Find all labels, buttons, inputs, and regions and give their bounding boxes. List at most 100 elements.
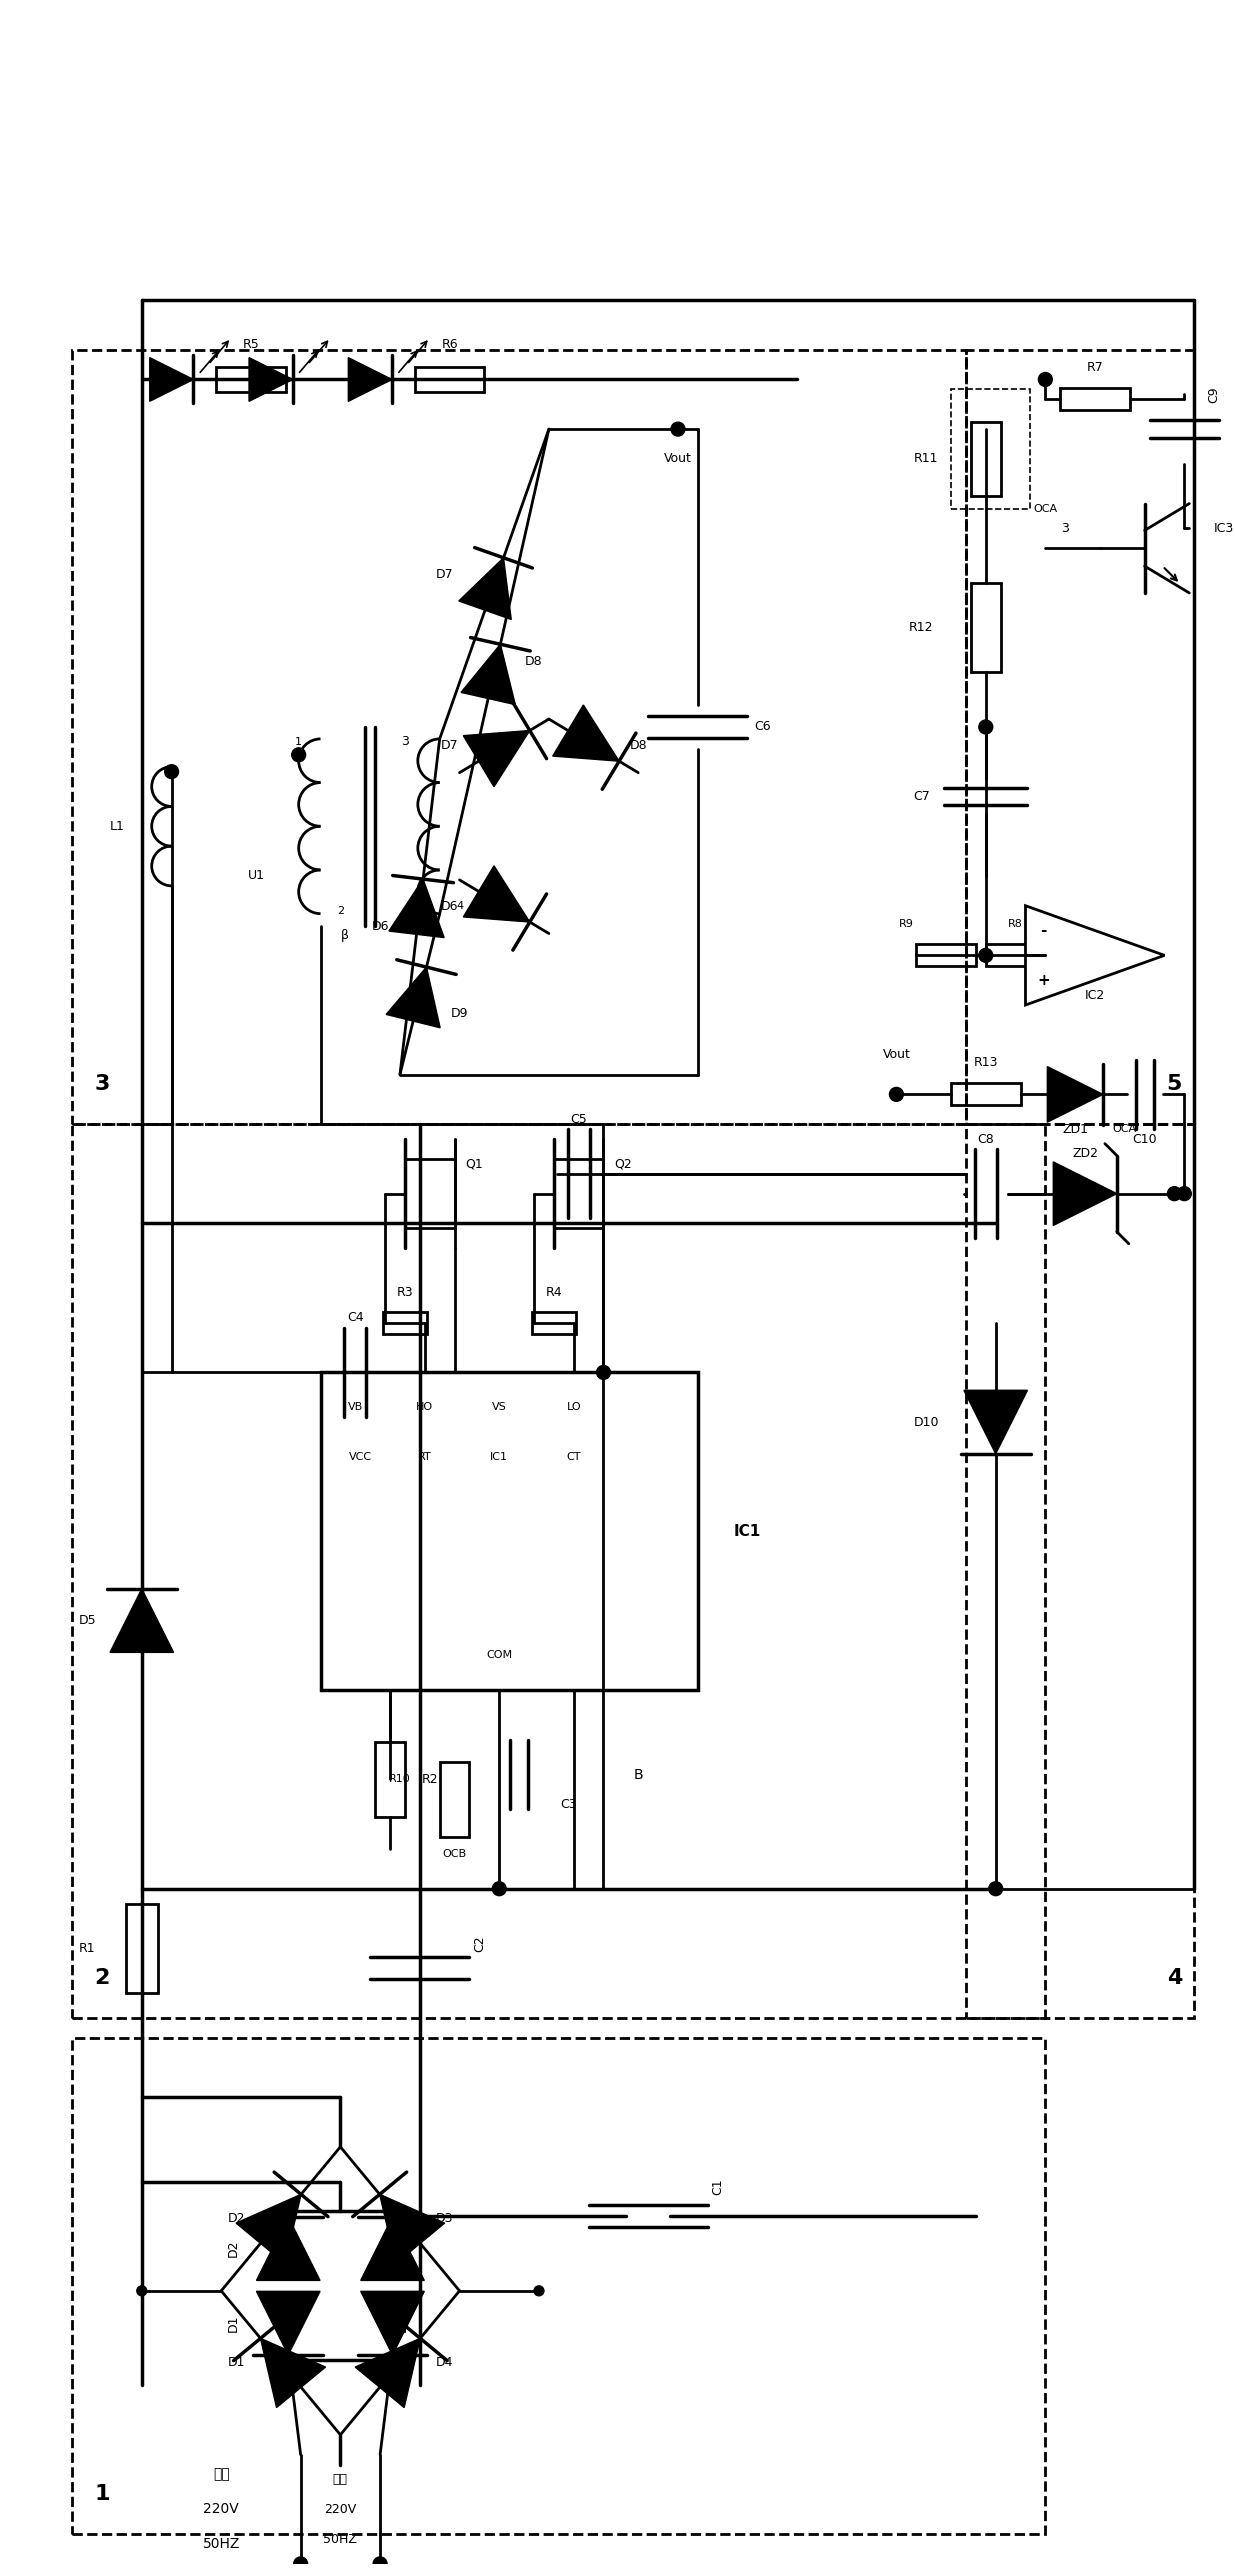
Bar <box>375 1742 405 1817</box>
Text: D8: D8 <box>630 738 647 751</box>
Polygon shape <box>236 2195 301 2264</box>
Circle shape <box>979 949 993 962</box>
Text: D10: D10 <box>914 1415 939 1428</box>
Text: C10: C10 <box>1132 1132 1157 1145</box>
Text: 220V: 220V <box>204 2504 240 2516</box>
Polygon shape <box>1025 906 1165 1006</box>
Bar <box>951 389 1030 509</box>
Text: 50HZ: 50HZ <box>324 2532 357 2545</box>
Text: D7: D7 <box>441 738 458 751</box>
Text: 1: 1 <box>295 736 303 746</box>
Text: 1: 1 <box>94 2486 110 2504</box>
Text: OCA: OCA <box>1034 504 1057 515</box>
Text: C1: C1 <box>711 2179 724 2195</box>
Text: HO: HO <box>416 1402 433 1413</box>
Circle shape <box>534 2285 543 2295</box>
Polygon shape <box>261 2339 326 2408</box>
Text: 4: 4 <box>1167 1968 1182 1989</box>
Text: Q2: Q2 <box>615 1158 632 1171</box>
Text: -: - <box>1040 924 1046 939</box>
Polygon shape <box>1047 1068 1103 1122</box>
Bar <box>126 1904 158 1994</box>
Text: 输入: 输入 <box>333 2473 348 2486</box>
Polygon shape <box>361 2293 425 2354</box>
Text: 输入: 输入 <box>212 2468 230 2480</box>
Polygon shape <box>249 358 293 401</box>
Text: Vout: Vout <box>883 1047 910 1060</box>
Text: C5: C5 <box>571 1112 587 1127</box>
Text: D2: D2 <box>227 2241 240 2257</box>
Polygon shape <box>553 705 619 762</box>
Text: D3: D3 <box>436 2213 453 2226</box>
Bar <box>1060 389 1130 409</box>
Text: R13: R13 <box>973 1055 998 1070</box>
Text: C7: C7 <box>913 790 930 803</box>
Text: D6: D6 <box>441 901 458 913</box>
Text: R10: R10 <box>389 1775 411 1786</box>
Text: D7: D7 <box>436 569 453 581</box>
Text: VS: VS <box>492 1402 506 1413</box>
Text: 3: 3 <box>1061 522 1070 535</box>
Polygon shape <box>387 967 440 1027</box>
Text: C3: C3 <box>561 1799 577 1811</box>
Text: C2: C2 <box>473 1935 485 1953</box>
Text: Vout: Vout <box>664 453 692 466</box>
Bar <box>951 1083 1020 1106</box>
Text: D4: D4 <box>396 2313 409 2331</box>
Polygon shape <box>459 558 511 620</box>
Text: 4: 4 <box>456 901 463 911</box>
Text: R9: R9 <box>899 919 914 929</box>
Text: R1: R1 <box>79 1943 95 1955</box>
Polygon shape <box>463 731 530 787</box>
Text: 3: 3 <box>94 1076 110 1094</box>
Text: LO: LO <box>567 1402 580 1413</box>
Text: R7: R7 <box>1087 360 1103 373</box>
Polygon shape <box>110 1590 174 1652</box>
Circle shape <box>989 1881 1003 1896</box>
Circle shape <box>294 2558 308 2570</box>
Text: R12: R12 <box>909 620 934 633</box>
Bar <box>73 2038 1045 2534</box>
Text: R11: R11 <box>914 453 939 466</box>
Text: C4: C4 <box>347 1312 363 1325</box>
Text: R8: R8 <box>1008 919 1023 929</box>
Bar <box>383 1312 427 1333</box>
Circle shape <box>137 2285 147 2295</box>
Polygon shape <box>257 2293 320 2354</box>
Text: VB: VB <box>347 1402 363 1413</box>
Bar <box>986 944 1045 967</box>
Circle shape <box>1177 1186 1192 1202</box>
Text: C8: C8 <box>977 1132 994 1145</box>
Polygon shape <box>149 358 194 401</box>
Text: 3: 3 <box>401 736 409 749</box>
Polygon shape <box>1053 1163 1116 1225</box>
Bar <box>531 1312 577 1333</box>
Bar <box>73 1124 1045 2017</box>
Polygon shape <box>389 880 445 937</box>
Text: D4: D4 <box>436 2357 453 2370</box>
Bar <box>216 368 285 391</box>
Text: 220V: 220V <box>325 2504 357 2516</box>
Polygon shape <box>257 2218 320 2280</box>
Circle shape <box>597 1366 610 1379</box>
Text: L1: L1 <box>110 821 125 834</box>
Text: IC2: IC2 <box>1084 988 1105 1001</box>
Text: R3: R3 <box>396 1286 414 1299</box>
Text: IC1: IC1 <box>734 1523 761 1539</box>
Circle shape <box>1039 373 1052 386</box>
Bar <box>440 1763 469 1837</box>
Text: VCC: VCC <box>348 1451 372 1461</box>
Text: D5: D5 <box>78 1613 96 1626</box>
Text: 50HZ: 50HZ <box>203 2537 240 2550</box>
Text: 5: 5 <box>1167 1076 1182 1094</box>
Text: R4: R4 <box>546 1286 562 1299</box>
Bar <box>966 1124 1194 2017</box>
Polygon shape <box>348 358 391 401</box>
Polygon shape <box>356 2339 420 2408</box>
Text: B: B <box>634 1768 643 1781</box>
Text: RT: RT <box>417 1451 432 1461</box>
Text: D3: D3 <box>396 2241 409 2257</box>
Circle shape <box>373 2558 387 2570</box>
Circle shape <box>1167 1186 1182 1202</box>
Text: C9: C9 <box>1208 386 1220 401</box>
